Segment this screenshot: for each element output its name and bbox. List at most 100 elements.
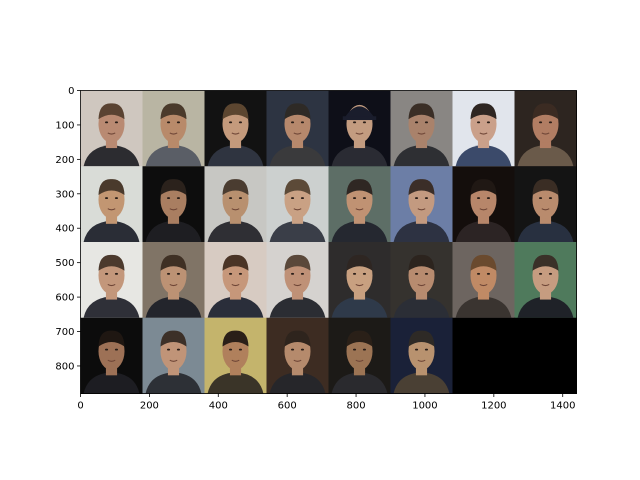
shirt: [269, 220, 326, 242]
x-tick-label: 1400: [550, 401, 575, 412]
eye: [114, 121, 119, 124]
face-tile: [452, 317, 515, 394]
face-tile: [142, 242, 205, 319]
y-tick-label: 600: [55, 293, 74, 304]
eye: [538, 272, 543, 275]
face-tile: [266, 317, 329, 394]
hair: [222, 330, 249, 347]
mouth: [107, 283, 116, 287]
shirt: [455, 296, 512, 318]
shirt: [331, 296, 388, 318]
eye: [424, 272, 429, 275]
eye: [414, 348, 419, 351]
face-tile: [204, 166, 267, 243]
y-tick-label: 200: [55, 155, 74, 166]
mouth: [355, 208, 364, 211]
eye: [352, 348, 357, 351]
face-tile: [514, 166, 577, 243]
eye: [228, 121, 233, 124]
hair: [284, 330, 311, 347]
hair: [532, 254, 559, 271]
empty-tile: [452, 317, 515, 394]
shirt: [83, 296, 140, 318]
eye: [104, 348, 109, 351]
face-tile: [142, 90, 205, 167]
y-tick-label: 700: [55, 327, 74, 338]
face-tile: [80, 90, 143, 167]
shirt: [331, 220, 388, 242]
x-tick-label: 400: [209, 401, 228, 412]
face-tile: [452, 166, 515, 243]
mouth: [169, 283, 178, 287]
hair: [470, 254, 497, 271]
eye: [238, 272, 243, 275]
shirt: [455, 220, 512, 242]
eye: [166, 121, 171, 124]
eye: [424, 121, 429, 124]
mouth: [541, 132, 550, 135]
axes-frame: [80, 90, 577, 394]
mouth: [231, 359, 240, 362]
eye: [114, 272, 119, 275]
hair: [532, 179, 559, 196]
shirt: [331, 145, 388, 167]
eye: [548, 272, 553, 275]
mouth: [169, 208, 178, 211]
mouth: [417, 283, 426, 287]
eye: [538, 197, 543, 200]
y-tick-label: 400: [55, 224, 74, 235]
mouth: [231, 283, 240, 287]
eye: [166, 272, 171, 275]
eye: [300, 348, 305, 351]
face-tile: [514, 317, 577, 394]
eye: [176, 348, 181, 351]
eye: [414, 197, 419, 200]
mouth: [231, 208, 240, 211]
mouth: [293, 132, 302, 135]
shirt: [207, 145, 264, 167]
eye: [300, 197, 305, 200]
eye: [104, 272, 109, 275]
hair: [98, 179, 125, 196]
hair: [470, 179, 497, 196]
eye: [176, 121, 181, 124]
eye: [104, 121, 109, 124]
shirt: [393, 372, 450, 394]
shirt: [517, 296, 574, 318]
eye: [290, 272, 295, 275]
face-tile: [452, 242, 515, 319]
y-tick-label: 0: [68, 86, 74, 97]
shirt: [145, 220, 202, 242]
y-tick-label: 100: [55, 120, 74, 131]
shirt: [207, 372, 264, 394]
mouth: [107, 208, 116, 211]
hair: [160, 254, 187, 271]
mouth: [293, 359, 302, 362]
eye: [424, 348, 429, 351]
face-tile: [142, 317, 205, 394]
shirt: [393, 296, 450, 318]
hair: [98, 330, 125, 347]
hair: [408, 254, 435, 271]
eye: [228, 348, 233, 351]
hair: [346, 330, 373, 347]
eye: [176, 197, 181, 200]
mouth: [355, 359, 364, 362]
face-tile: [266, 90, 329, 167]
hair: [346, 254, 373, 271]
eye: [114, 348, 119, 351]
mouth: [293, 208, 302, 211]
hair: [284, 103, 311, 120]
shirt: [83, 145, 140, 167]
face-tile: [328, 90, 391, 167]
shirt: [269, 296, 326, 318]
face-tile: [514, 90, 577, 167]
mouth: [479, 132, 488, 135]
shirt: [145, 296, 202, 318]
face-tile: [266, 242, 329, 319]
eye: [548, 121, 553, 124]
eye: [176, 272, 181, 275]
hair: [222, 179, 249, 196]
eye: [300, 272, 305, 275]
mouth: [417, 208, 426, 211]
